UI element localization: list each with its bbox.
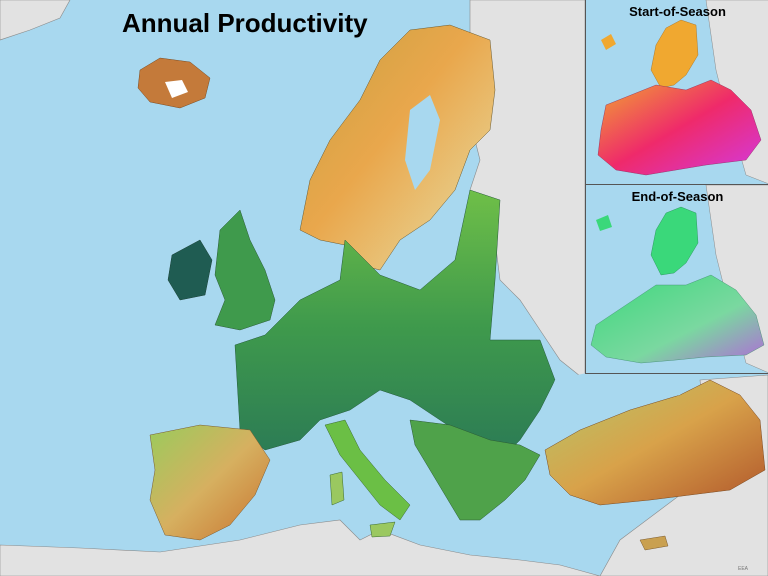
sicily bbox=[369, 521, 396, 538]
great-britain bbox=[214, 209, 276, 331]
ireland bbox=[167, 239, 213, 301]
balkans bbox=[409, 419, 541, 521]
start-of-season-inset: Start-of-Season bbox=[585, 0, 768, 185]
sardinia bbox=[329, 471, 345, 506]
italy bbox=[324, 419, 411, 521]
greenland-land bbox=[0, 0, 71, 41]
end-of-season-inset: End-of-Season bbox=[585, 185, 768, 374]
start-of-season-map bbox=[586, 0, 768, 184]
end-of-season-map bbox=[586, 185, 768, 373]
end-of-season-title: End-of-Season bbox=[631, 189, 724, 204]
cyprus bbox=[639, 535, 669, 551]
gulf-of-bothnia bbox=[405, 95, 440, 190]
map-title: Annual Productivity bbox=[122, 8, 368, 38]
black-sea bbox=[545, 370, 690, 430]
map-credit: EEA bbox=[738, 566, 749, 572]
start-of-season-title: Start-of-Season bbox=[629, 4, 726, 19]
iceland-glacier bbox=[165, 80, 188, 98]
turkey bbox=[544, 379, 766, 506]
iberian-peninsula bbox=[149, 424, 271, 541]
